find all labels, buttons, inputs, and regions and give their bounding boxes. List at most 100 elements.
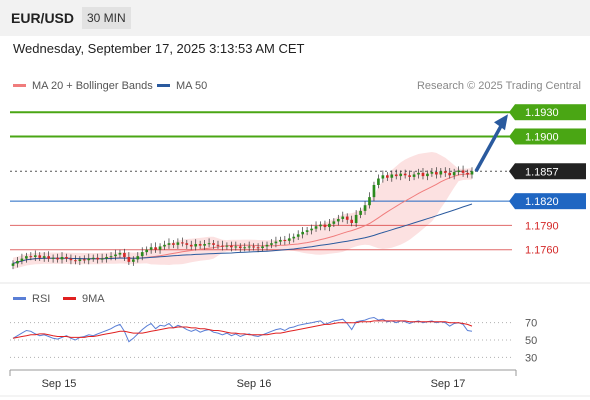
candle-body <box>127 256 131 262</box>
candle-body <box>435 172 438 175</box>
candle-body <box>319 224 322 227</box>
candle-body <box>149 247 153 250</box>
candle-body <box>109 256 113 258</box>
candle-body <box>65 256 68 259</box>
candle-body <box>136 256 140 260</box>
candle-body <box>287 238 291 241</box>
ma50-swatch <box>157 83 170 87</box>
legend-ma50-label: MA 50 <box>176 80 208 92</box>
level-tag-1-1820 <box>515 193 586 210</box>
candle-body <box>114 254 117 257</box>
legend-9ma-label: 9MA <box>82 293 105 305</box>
top-bar: EUR/USD 30 MIN <box>0 0 590 36</box>
candle-body <box>408 175 411 177</box>
candle-body <box>390 174 394 178</box>
candle-body <box>69 258 73 261</box>
candle-body <box>74 260 77 262</box>
candle-body <box>29 256 33 258</box>
candle-body <box>466 172 469 175</box>
candle-body <box>261 246 264 249</box>
level-tag-1-1857 <box>515 163 586 180</box>
candle-body <box>212 243 215 245</box>
legend-rsi-label: RSI <box>32 293 51 305</box>
candle-body <box>323 224 327 228</box>
candle-body <box>274 241 278 244</box>
candle-body <box>403 173 407 176</box>
candle-body <box>11 263 15 266</box>
candle-body <box>279 239 282 242</box>
x-tick-label: Sep 17 <box>431 378 466 390</box>
candle-body <box>87 258 91 261</box>
candle-body <box>363 205 367 211</box>
candle-body <box>332 221 336 224</box>
legend-ma20-label: MA 20 + Bollinger Bands <box>32 80 153 92</box>
candle-body <box>82 259 86 261</box>
candle-body <box>230 245 233 248</box>
candle-body <box>38 255 42 258</box>
candle-body <box>359 210 362 215</box>
candle-body <box>158 246 162 250</box>
candle-body <box>256 247 260 249</box>
ma9-swatch <box>63 296 76 300</box>
candle-body <box>189 244 193 247</box>
level-tag-1-1930 <box>515 104 586 121</box>
level-tag-pointer <box>509 163 515 180</box>
bollinger-band <box>13 152 472 270</box>
candle-body <box>16 261 19 264</box>
legend-rsi: RSI <box>13 293 50 305</box>
candle-body <box>417 172 420 175</box>
candle-body <box>426 173 429 177</box>
candle-body <box>381 175 385 179</box>
candle-body <box>51 257 55 259</box>
candle-body <box>341 216 345 219</box>
candle-body <box>154 247 157 250</box>
rsi-line <box>12 316 473 343</box>
candle-body <box>181 242 184 244</box>
level-label-1-1820: 1.1820 <box>525 196 559 208</box>
x-tick-label: Sep 16 <box>237 378 272 390</box>
level-tag-pointer <box>509 193 515 210</box>
candle-body <box>394 174 398 177</box>
rsi-level-label-30: 30 <box>525 352 537 364</box>
candle-body <box>47 256 50 259</box>
timestamp: Wednesday, September 17, 2025 3:13:53 AM… <box>13 41 305 56</box>
candle-body <box>145 249 149 253</box>
candle-body <box>234 246 238 248</box>
rsi-swatch <box>13 296 26 300</box>
candle-body <box>372 185 376 198</box>
candle-body <box>252 246 255 248</box>
legend-ma20: MA 20 + Bollinger Bands <box>13 80 153 92</box>
candle-body <box>123 252 126 257</box>
candle-body <box>328 223 331 228</box>
candle-body <box>96 257 100 260</box>
candle-body <box>25 256 28 259</box>
candle-body <box>470 171 474 175</box>
level-label-1-1857: 1.1857 <box>525 166 559 178</box>
candle-body <box>238 246 242 249</box>
candle-body <box>100 258 104 260</box>
candle-body <box>457 170 460 173</box>
candle-body <box>118 252 122 255</box>
candle-body <box>336 218 340 222</box>
candle-body <box>345 216 349 220</box>
candle-body <box>225 245 229 247</box>
candle-body <box>310 228 313 231</box>
legend-9ma: 9MA <box>63 293 105 305</box>
ma20-swatch <box>13 83 26 87</box>
candle-body <box>216 244 220 246</box>
candle-body <box>172 243 175 245</box>
candle-body <box>20 258 24 262</box>
candle-body <box>42 256 46 258</box>
candle-body <box>176 242 180 245</box>
candle-body <box>207 243 211 245</box>
candle-body <box>421 172 425 177</box>
candle-body <box>131 259 135 262</box>
forecast-arrow-shaft <box>474 123 504 173</box>
candle-body <box>265 244 269 247</box>
level-tag-pointer <box>509 104 515 121</box>
candle-body <box>305 230 309 232</box>
level-label-1-1790: 1.1790 <box>525 220 559 232</box>
timeframe-badge[interactable]: 30 MIN <box>82 7 131 29</box>
candle-body <box>461 170 465 173</box>
